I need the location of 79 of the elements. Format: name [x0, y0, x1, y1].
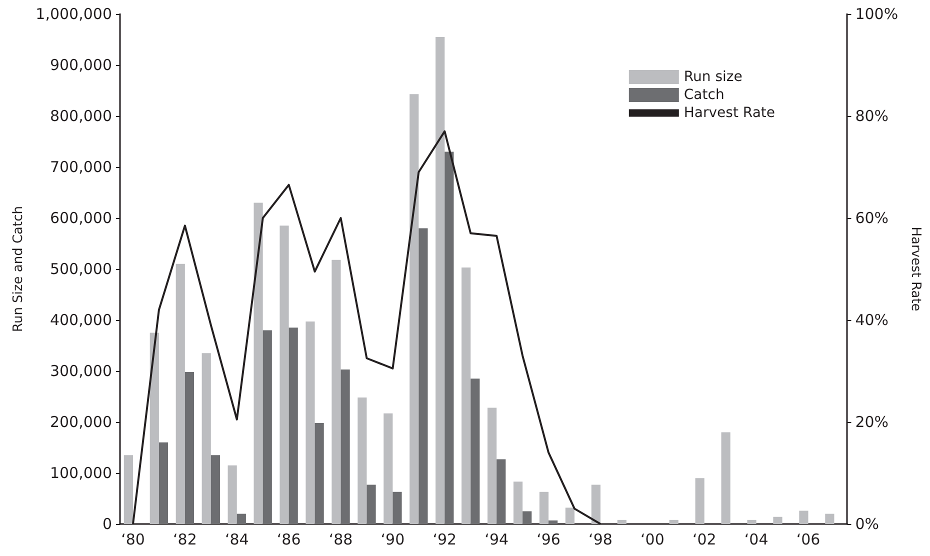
bar	[210, 455, 220, 524]
bar	[773, 516, 782, 524]
bar	[436, 36, 445, 524]
bar	[444, 152, 454, 524]
bar	[565, 508, 575, 524]
x-tick-label: ‘04	[744, 530, 768, 548]
x-tick-label: ‘80	[121, 530, 145, 548]
legend-label: Catch	[684, 87, 724, 103]
bar	[280, 226, 289, 524]
bar	[254, 202, 263, 524]
x-tick-label: ‘96	[536, 530, 560, 548]
bar	[410, 94, 419, 524]
y-tick-label: 900,000	[50, 56, 112, 74]
bar	[617, 520, 626, 524]
x-tick-label: ‘84	[224, 530, 249, 548]
x-tick-label: ‘06	[796, 530, 820, 548]
y-tick-label: 700,000	[50, 158, 112, 176]
y-tick-label: 400,000	[50, 311, 112, 329]
bar	[150, 332, 159, 524]
x-tick-label: ‘92	[432, 530, 457, 548]
bar	[591, 484, 600, 524]
y2-tick-label: 80%	[855, 107, 889, 125]
bar	[176, 264, 185, 524]
bar	[488, 408, 497, 524]
bar	[496, 459, 506, 524]
y2-tick-label: 20%	[855, 413, 889, 431]
bar	[124, 455, 133, 524]
y2-tick-label: 100%	[855, 5, 898, 23]
bar	[418, 228, 428, 524]
y-tick-label: 600,000	[50, 209, 112, 227]
y-tick-label: 200,000	[50, 413, 112, 431]
bar	[366, 484, 376, 524]
bar	[228, 465, 237, 524]
x-tick-label: ‘86	[276, 530, 301, 548]
legend-label: Run size	[684, 69, 742, 85]
y-axis-title: Run Size and Catch	[10, 206, 26, 332]
bar	[799, 510, 808, 524]
x-tick-label: ‘98	[588, 530, 612, 548]
y-tick-label: 100,000	[50, 464, 112, 482]
bar	[548, 520, 558, 524]
bar	[747, 520, 756, 524]
bar	[202, 353, 211, 524]
x-tick-label: ‘94	[484, 530, 509, 548]
bar	[306, 322, 315, 524]
x-tick-label: ‘90	[380, 530, 405, 548]
x-tick-label: ‘88	[328, 530, 353, 548]
bar	[470, 378, 480, 524]
bar	[522, 511, 532, 524]
y-tick-label: 800,000	[50, 107, 112, 125]
bar	[158, 442, 168, 524]
y2-tick-label: 0%	[855, 515, 880, 533]
bar	[288, 328, 298, 524]
bar	[314, 423, 324, 524]
bar	[262, 330, 272, 524]
bar	[669, 520, 678, 524]
bar	[384, 413, 393, 524]
x-tick-label: ‘82	[173, 530, 197, 548]
bar	[236, 514, 246, 524]
y2-axis-title: Harvest Rate	[908, 226, 923, 312]
bar	[462, 267, 471, 524]
x-tick-label: ‘00	[640, 530, 664, 548]
y2-tick-label: 60%	[855, 209, 889, 227]
bar	[539, 492, 549, 524]
bar	[825, 514, 834, 524]
x-tick-label: ‘02	[692, 530, 716, 548]
legend-label: Harvest Rate	[684, 105, 776, 121]
bar	[340, 369, 350, 524]
y-tick-label: 1,000,000	[36, 5, 112, 23]
y-tick-label: 500,000	[50, 260, 112, 278]
y-tick-label: 300,000	[50, 362, 112, 380]
bar	[332, 260, 341, 524]
bar	[358, 398, 367, 524]
bar	[184, 372, 194, 524]
bar	[513, 482, 523, 524]
y-tick-label: 0	[102, 515, 112, 533]
bar	[695, 478, 704, 524]
bar	[721, 432, 730, 524]
bar	[392, 492, 402, 524]
y2-tick-label: 40%	[855, 311, 889, 329]
